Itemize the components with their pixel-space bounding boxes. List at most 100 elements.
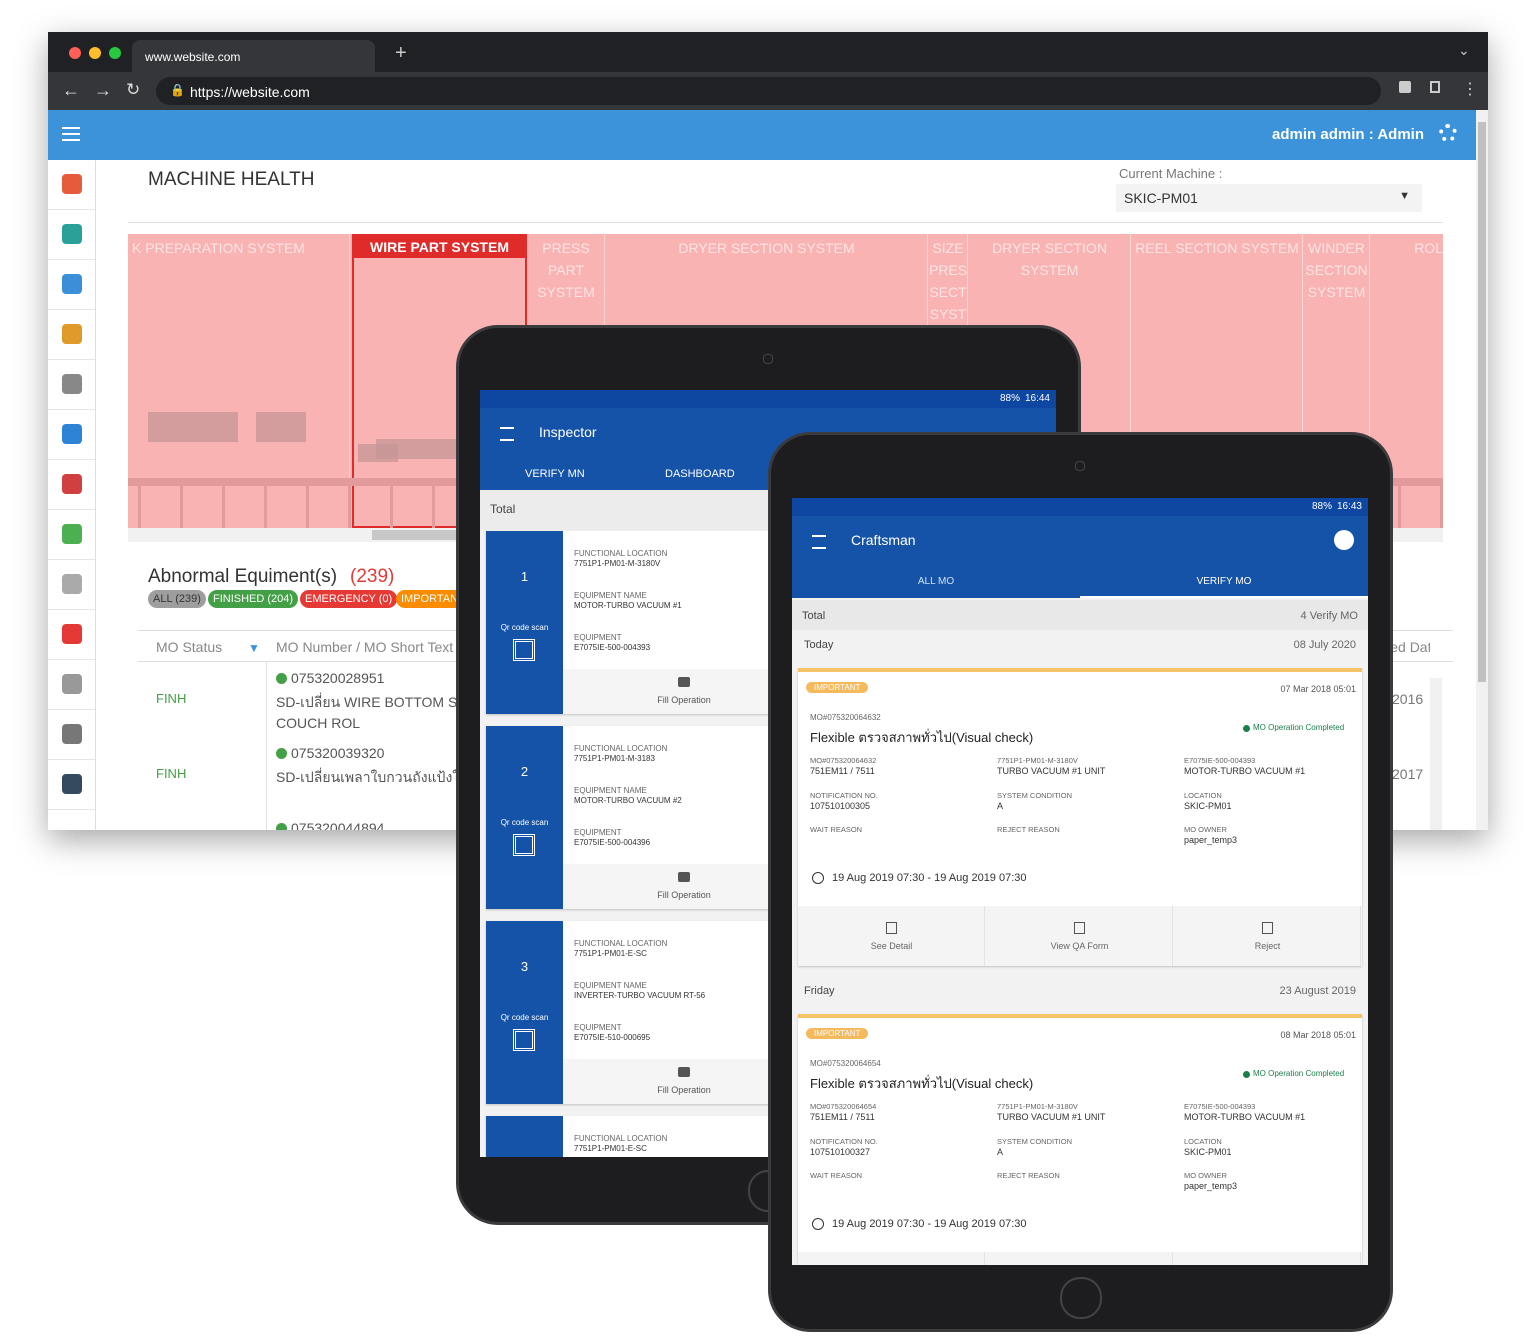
field-value: 107510100305: [810, 800, 871, 811]
card-number: 4: [486, 1154, 563, 1157]
status-dot: [1243, 725, 1250, 732]
field-value: MOTOR-TURBO VACUUM #1: [574, 601, 682, 610]
action-button[interactable]: [798, 1252, 985, 1265]
field-label: 7751P1-PM01-M-3180V: [997, 1102, 1078, 1111]
field-value: A: [997, 1146, 1004, 1157]
fill-button[interactable]: Fill Operation: [657, 890, 711, 900]
section-name: DRYER SECTION SYSTEM: [992, 240, 1107, 278]
settings-icon[interactable]: [1439, 124, 1457, 142]
profile-icon[interactable]: [1334, 530, 1354, 550]
action-button[interactable]: [798, 906, 985, 966]
tab[interactable]: VERIFY MN: [525, 468, 585, 480]
sidebar-icon[interactable]: [1430, 81, 1440, 93]
scan-panel[interactable]: [486, 1116, 563, 1157]
action-button[interactable]: [1174, 1252, 1361, 1265]
user-name[interactable]: admin admin : Admin: [1272, 126, 1424, 143]
conveyor-leg: [1440, 486, 1443, 528]
field-value: paper_temp3: [1184, 835, 1238, 845]
home-button[interactable]: [1060, 1277, 1102, 1319]
sidebar-icon: [62, 424, 82, 444]
field-value: TURBO VACUUM #1 UNIT: [997, 766, 1106, 776]
section[interactable]: ROLL H SY: [1371, 234, 1443, 528]
action-label: See Detail: [870, 941, 913, 951]
action-button[interactable]: [1174, 906, 1361, 966]
new-tab-button[interactable]: +: [395, 42, 407, 64]
scan-panel[interactable]: [486, 921, 563, 1104]
menu-icon[interactable]: [812, 535, 826, 549]
action-button[interactable]: [986, 1252, 1173, 1265]
sidebar-item[interactable]: [48, 310, 95, 360]
section[interactable]: DRYER SECTION SYSTEM: [969, 234, 1131, 528]
fill-button[interactable]: Fill Operation: [657, 695, 711, 705]
sidebar-item[interactable]: [48, 710, 95, 760]
sidebar-item[interactable]: [48, 760, 95, 810]
section[interactable]: K PREPARATION SYSTEM: [128, 234, 350, 528]
filter-badge[interactable]: ALL (239): [148, 590, 206, 608]
close-button[interactable]: [69, 47, 81, 59]
scan-panel[interactable]: [486, 531, 563, 714]
back-button[interactable]: ←: [62, 80, 80, 100]
sidebar-item[interactable]: [48, 360, 95, 410]
tab[interactable]: DASHBOARD: [665, 468, 735, 480]
section[interactable]: REEL SECTION SYSTEM: [1132, 234, 1303, 528]
url: https://website.com: [190, 84, 310, 100]
field-value: MOTOR-TURBO VACUUM #1: [1184, 766, 1306, 776]
filter-badge[interactable]: IMPORTANT: [396, 590, 470, 608]
filter-badge[interactable]: FINISHED (204): [208, 590, 299, 608]
app-bar: [792, 516, 1368, 598]
address-bar[interactable]: 🔒 https://website.com: [156, 77, 1381, 105]
machine-value: SKIC-PM01: [1124, 190, 1198, 206]
mo-card[interactable]: [798, 1014, 1362, 1265]
minimize-button[interactable]: [89, 47, 101, 59]
status-bar: [792, 498, 1368, 516]
field-label: EQUIPMENT NAME: [574, 786, 647, 795]
menu-button[interactable]: ⋮: [1462, 81, 1478, 98]
filter-badge[interactable]: EMERGENCY (0): [300, 590, 398, 608]
column-header: MO Number / MO Short Text: [276, 639, 454, 655]
sidebar-item[interactable]: [48, 410, 95, 460]
scan-panel[interactable]: [486, 726, 563, 909]
mo-status: MO Operation Completed: [1253, 723, 1345, 732]
field-value: INVERTER-TURBO VACUUM RT-56: [574, 991, 706, 1000]
action-button[interactable]: [986, 906, 1173, 966]
machine-select[interactable]: SKIC-PM01 ▼: [1116, 184, 1422, 212]
vertical-scrollbar: [1430, 678, 1442, 830]
field-label: SYSTEM CONDITION: [997, 1136, 1073, 1146]
tab-title: www.website.com: [145, 50, 241, 64]
hamburger-bar: [62, 133, 80, 135]
tab-menu[interactable]: ⌄: [1458, 42, 1470, 58]
field-label: REJECT REASON: [997, 1171, 1060, 1180]
sidebar-item[interactable]: [48, 510, 95, 560]
machine-drawing: [256, 412, 306, 442]
mo-status: MO Operation Completed: [1253, 1069, 1345, 1078]
section[interactable]: WINDER SECTION SYSTEM: [1304, 234, 1370, 528]
mo-status: FINH: [156, 691, 187, 706]
sidebar-item[interactable]: [48, 560, 95, 610]
sidebar-item[interactable]: [48, 160, 95, 210]
maximize-button[interactable]: [109, 47, 121, 59]
forward-button[interactable]: →: [94, 80, 112, 100]
sidebar-item[interactable]: [48, 260, 95, 310]
action-bar: [798, 906, 1362, 966]
conveyor-leg: [390, 486, 393, 528]
tab[interactable]: ALL MO: [917, 576, 955, 587]
field-value: 751EM11 / 7511: [810, 766, 875, 776]
sidebar-item[interactable]: [48, 460, 95, 510]
reload-button[interactable]: ↻: [126, 80, 141, 99]
sidebar-item[interactable]: [48, 210, 95, 260]
sidebar-item[interactable]: [48, 660, 95, 710]
lock-icon: 🔒: [170, 83, 185, 97]
page-scroll-thumb[interactable]: [1478, 122, 1486, 682]
fill-button[interactable]: Fill Operation: [657, 1085, 711, 1095]
status-dot: [276, 748, 287, 759]
card-number: 3: [520, 959, 529, 974]
field-value: A: [997, 800, 1004, 811]
filter-icon[interactable]: ▼: [248, 641, 260, 655]
created-date: 2016: [1392, 691, 1424, 707]
active-tab[interactable]: www.website.com: [132, 40, 375, 72]
extensions-icon[interactable]: [1399, 81, 1411, 93]
hamburger-menu[interactable]: [62, 127, 80, 141]
tab-selected[interactable]: VERIFY MO: [1196, 576, 1252, 587]
menu-icon[interactable]: [500, 427, 514, 441]
sidebar-item[interactable]: [48, 610, 95, 660]
